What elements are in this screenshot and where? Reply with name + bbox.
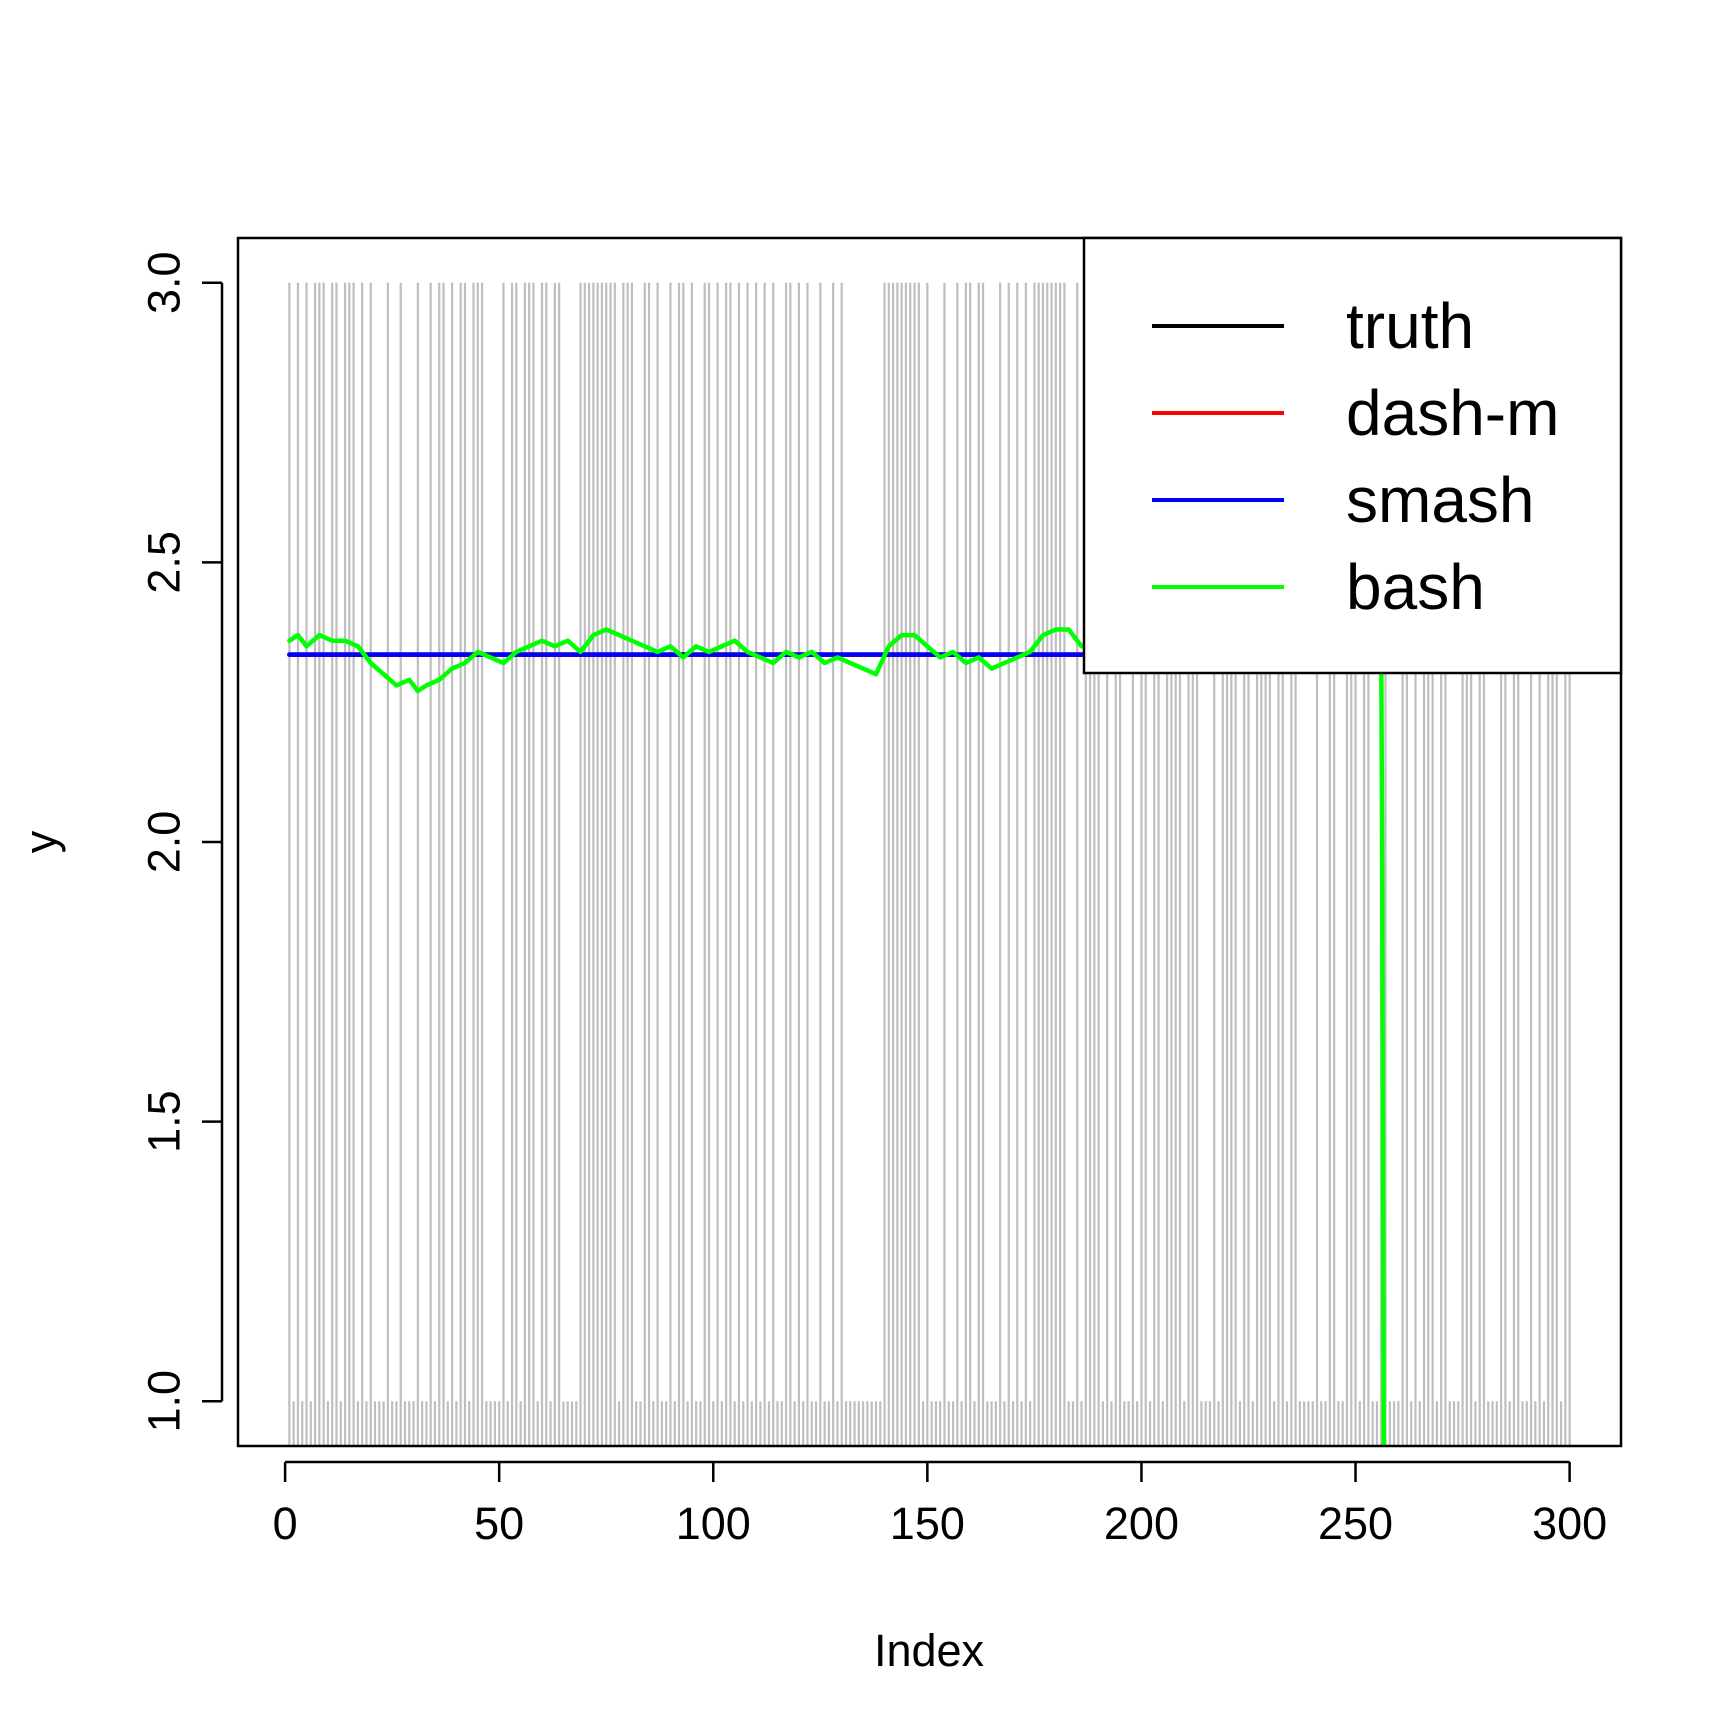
x-tick-label: 100 — [676, 1498, 751, 1549]
x-tick-label: 150 — [890, 1498, 965, 1549]
y-axis: 1.0 1.5 2.0 2.5 3.0 — [139, 251, 224, 1433]
x-tick-label: 250 — [1318, 1498, 1393, 1549]
y-axis-label: y — [15, 830, 66, 853]
x-tick-label: 0 — [273, 1498, 298, 1549]
legend-label-dash-m: dash-m — [1346, 377, 1559, 449]
x-axis: 0 50 100 150 200 250 300 — [273, 1460, 1607, 1549]
y-tick-label: 1.0 — [139, 1370, 190, 1433]
plot-frame — [236, 236, 1623, 1448]
legend-label-bash: bash — [1346, 551, 1485, 623]
legend: truth dash-m smash bash — [1082, 236, 1623, 675]
legend-label-smash: smash — [1346, 464, 1535, 536]
x-axis-label: Index — [874, 1625, 985, 1676]
y-tick-label: 3.0 — [139, 251, 190, 314]
legend-box — [1082, 236, 1623, 675]
y-tick-label: 1.5 — [139, 1090, 190, 1153]
legend-label-truth: truth — [1346, 290, 1474, 362]
series-line-bash — [287, 627, 1387, 1446]
y-tick-label: 2.0 — [139, 811, 190, 874]
x-tick-label: 300 — [1532, 1498, 1607, 1549]
x-tick-label: 200 — [1104, 1498, 1179, 1549]
x-tick-label: 50 — [474, 1498, 524, 1549]
y-tick-label: 2.5 — [139, 531, 190, 594]
